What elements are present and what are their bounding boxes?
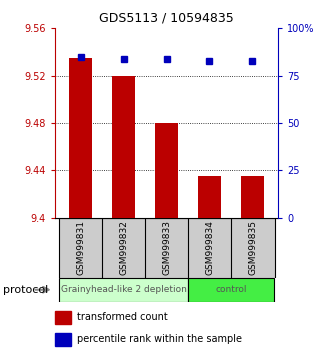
Bar xyxy=(112,76,136,218)
Text: GSM999831: GSM999831 xyxy=(77,220,86,275)
Bar xyxy=(240,176,264,218)
Bar xyxy=(55,333,71,346)
Bar xyxy=(59,278,188,302)
Text: Grainyhead-like 2 depletion: Grainyhead-like 2 depletion xyxy=(61,285,186,294)
Text: protocol: protocol xyxy=(3,285,49,295)
Text: GSM999832: GSM999832 xyxy=(120,220,129,275)
Bar xyxy=(59,218,103,278)
Bar xyxy=(188,218,232,278)
Title: GDS5113 / 10594835: GDS5113 / 10594835 xyxy=(99,11,234,24)
Text: GSM999835: GSM999835 xyxy=(248,220,257,275)
Bar xyxy=(55,311,71,324)
Bar xyxy=(145,218,189,278)
Bar xyxy=(69,58,93,218)
Bar xyxy=(155,123,178,218)
Text: GSM999833: GSM999833 xyxy=(163,220,171,275)
Bar xyxy=(197,176,221,218)
Bar xyxy=(231,218,275,278)
Bar xyxy=(102,218,146,278)
Text: control: control xyxy=(215,285,247,294)
Text: percentile rank within the sample: percentile rank within the sample xyxy=(77,335,242,344)
Text: transformed count: transformed count xyxy=(77,312,168,322)
Bar xyxy=(188,278,274,302)
Text: GSM999834: GSM999834 xyxy=(205,220,214,275)
